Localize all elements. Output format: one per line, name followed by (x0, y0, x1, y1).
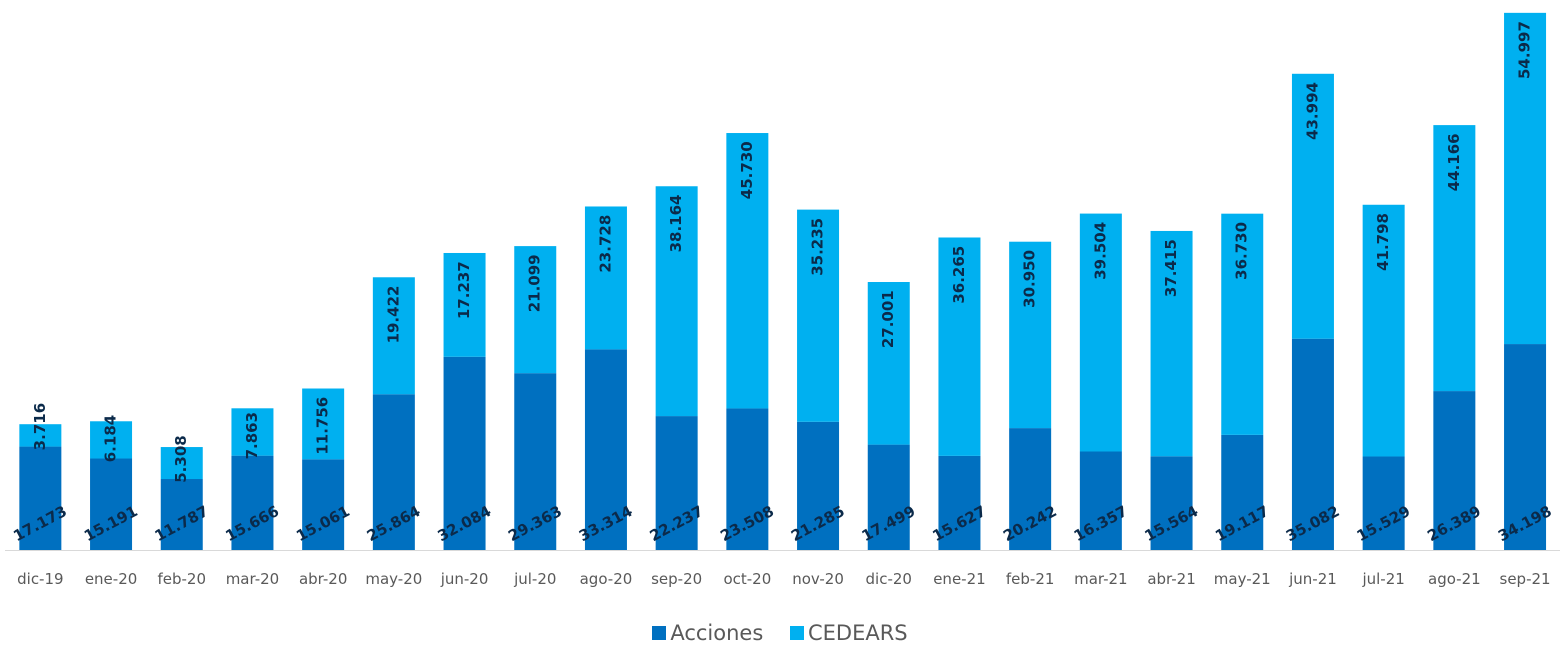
data-label-cedears: 19.422 (384, 286, 402, 344)
legend-swatch-acciones (652, 626, 667, 640)
bar-acciones (726, 408, 769, 550)
legend-item-cedears: CEDEARS (789, 621, 908, 645)
data-label-cedears: 36.265 (950, 246, 968, 304)
bar-acciones (1009, 428, 1052, 550)
legend-item-acciones: Acciones (652, 621, 763, 645)
bar-acciones (231, 455, 274, 550)
bar-cedears (1009, 241, 1052, 429)
chart-plot-area: 17.1733.716dic-1915.1916.184ene-2011.787… (5, 12, 1560, 588)
bar-cedears (584, 206, 627, 350)
x-tick-label: dic-19 (17, 570, 63, 588)
x-tick-label: oct-20 (723, 570, 771, 588)
bar-acciones (867, 444, 910, 550)
legend-swatch-cedears (789, 626, 804, 640)
x-tick-label: ago-21 (1428, 570, 1481, 588)
data-label-cedears: 23.728 (596, 215, 614, 273)
bar-cedears (797, 209, 840, 422)
bar-cedears (302, 388, 345, 460)
x-tick-label: jun-21 (1288, 570, 1337, 588)
bar-acciones (372, 394, 415, 550)
bar-acciones (938, 455, 981, 550)
x-tick-label: ene-21 (933, 570, 985, 588)
x-tick-label: sep-20 (651, 570, 702, 588)
bar-cedears (655, 186, 698, 417)
data-label-cedears: 37.415 (1162, 239, 1180, 297)
data-label-cedears: 36.730 (1233, 222, 1251, 280)
bar-cedears (19, 424, 62, 447)
data-label-cedears: 6.184 (102, 415, 120, 462)
bar-cedears (1504, 12, 1547, 345)
bar-acciones (1504, 344, 1547, 550)
bar-acciones (584, 349, 627, 550)
bar-cedears (372, 277, 415, 395)
data-label-cedears: 43.994 (1303, 82, 1321, 140)
bar-cedears (443, 252, 486, 357)
bar-acciones (1221, 434, 1264, 550)
bar-cedears (1291, 73, 1334, 339)
bar-acciones (443, 356, 486, 550)
bar-acciones (19, 446, 62, 550)
bar-acciones (1362, 456, 1405, 550)
data-label-cedears: 41.798 (1374, 213, 1392, 271)
x-tick-label: feb-21 (1006, 570, 1055, 588)
bar-cedears (867, 282, 910, 445)
bar-acciones (1291, 338, 1334, 550)
bar-acciones (90, 458, 133, 550)
data-label-cedears: 7.863 (243, 412, 261, 459)
x-tick-label: jul-21 (1361, 570, 1404, 588)
x-tick-label: abr-20 (299, 570, 347, 588)
x-tick-label: feb-20 (157, 570, 206, 588)
bar-acciones (1079, 451, 1122, 550)
bar-cedears (231, 408, 274, 456)
bar-cedears (1362, 204, 1405, 457)
data-label-cedears: 45.730 (738, 141, 756, 199)
x-tick-label: dic-20 (866, 570, 912, 588)
data-label-cedears: 17.237 (455, 261, 473, 319)
data-label-cedears: 11.756 (314, 397, 332, 455)
data-label-cedears: 5.308 (172, 435, 190, 482)
bar-cedears (1079, 213, 1122, 452)
data-label-cedears: 3.716 (31, 403, 49, 450)
bar-cedears (1150, 230, 1193, 457)
x-tick-label: may-21 (1214, 570, 1271, 588)
data-label-cedears: 30.950 (1021, 250, 1039, 308)
bar-cedears (514, 246, 557, 374)
bar-cedears (160, 447, 203, 480)
bar-acciones (655, 416, 698, 550)
x-tick-label: jun-20 (440, 570, 489, 588)
x-tick-label: jul-20 (513, 570, 556, 588)
bar-cedears (1433, 125, 1476, 392)
data-label-cedears: 21.099 (526, 254, 544, 312)
x-tick-label: abr-21 (1147, 570, 1195, 588)
bar-acciones (514, 373, 557, 550)
data-label-cedears: 27.001 (879, 290, 897, 348)
data-label-cedears: 35.235 (809, 218, 827, 276)
bar-acciones (797, 421, 840, 550)
x-tick-label: sep-21 (1500, 570, 1551, 588)
legend: Acciones CEDEARS (0, 621, 1560, 645)
bar-cedears (90, 421, 133, 459)
bar-cedears (1221, 213, 1264, 435)
x-tick-label: ago-20 (580, 570, 633, 588)
bar-acciones (1433, 391, 1476, 550)
data-label-cedears: 44.166 (1445, 133, 1463, 191)
bar-cedears (726, 133, 769, 409)
data-label-cedears: 39.504 (1091, 222, 1109, 280)
bar-acciones (1150, 456, 1193, 550)
data-label-cedears: 38.164 (667, 195, 685, 253)
bar-cedears (938, 237, 981, 456)
x-tick-label: ene-20 (85, 570, 137, 588)
legend-label-cedears: CEDEARS (807, 621, 908, 645)
x-tick-label: mar-20 (226, 570, 280, 588)
bar-acciones (302, 459, 345, 550)
x-tick-label: nov-20 (792, 570, 844, 588)
bar-acciones (160, 479, 203, 550)
data-label-cedears: 54.997 (1516, 21, 1534, 79)
legend-label-acciones: Acciones (670, 621, 764, 645)
x-tick-label: may-20 (365, 570, 422, 588)
x-tick-label: mar-21 (1074, 570, 1128, 588)
